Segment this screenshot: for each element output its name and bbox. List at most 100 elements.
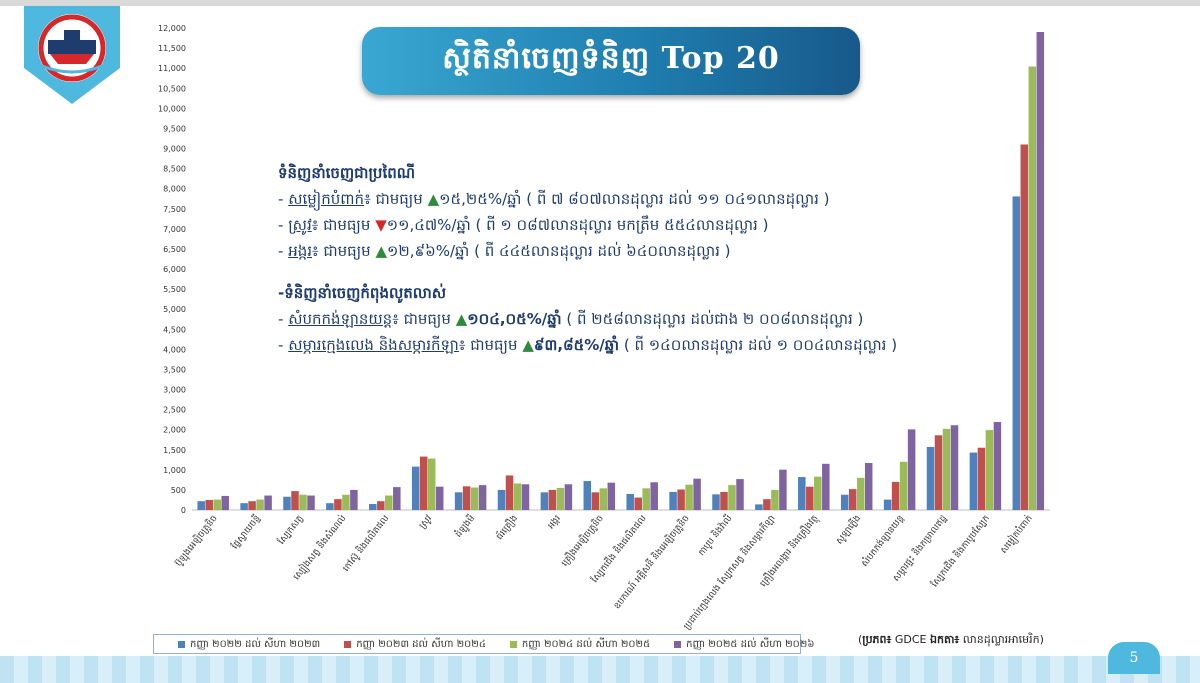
x-tick-label: ធ័រគ្រឿង	[493, 512, 520, 542]
bar	[779, 469, 787, 510]
bar	[950, 425, 959, 510]
summary-line: - សម្ភារក្មេងលេង និងសម្ភារកីឡា៖ ជាមធ្យម …	[278, 332, 938, 358]
product-name: សម្លៀកបំពាក់	[288, 190, 365, 208]
y-tick-label: 6,000	[163, 265, 186, 274]
y-tick-label: 7,000	[163, 225, 186, 234]
bar	[411, 466, 420, 510]
top-strip	[0, 0, 1200, 6]
x-tick-label: ដំឡូងមី	[452, 512, 478, 540]
line-prefix: -	[278, 216, 284, 234]
bar	[728, 485, 736, 510]
bar	[1028, 66, 1037, 510]
unit-value: លានដុល្លារអាមេរិក	[962, 633, 1040, 646]
y-tick-label: 9,000	[163, 145, 186, 154]
chart-legend: កញ្ញា ២០២២ ដល់ សីហា ២០២៣ កញ្ញា ២០២៣ ដល់ ស…	[153, 634, 814, 654]
growth-rate: ១៥,២៥%/ឆ្នាំ	[439, 190, 522, 208]
bar	[497, 489, 506, 510]
bar	[1012, 196, 1021, 511]
x-tick-label: ស្បែកសត្វ	[275, 512, 306, 546]
legend-item: កញ្ញា ២០២៤ ដល់ សីហា ២០២៥	[509, 637, 650, 652]
bar	[736, 479, 744, 510]
x-tick-label: សម្លៀកបំពាក់	[997, 512, 1035, 556]
y-tick-label: 2,000	[163, 426, 186, 435]
bar	[848, 489, 857, 510]
source-note: (ប្រភព៖ GDCE ឯកតា៖ លានដុល្លារអាមេរិក)	[858, 633, 1044, 646]
y-tick-label: 2,500	[163, 406, 186, 415]
bar	[693, 478, 701, 510]
y-tick-label: 9,500	[163, 124, 186, 133]
y-tick-label: 4,000	[163, 345, 186, 354]
bar	[283, 496, 291, 510]
y-tick-label: 7,500	[163, 205, 186, 214]
bar	[755, 504, 763, 510]
title-suffix: Top 20	[661, 41, 780, 76]
summary-line: - សម្លៀកបំពាក់៖ ជាមធ្យម ▲១៥,២៥%/ឆ្នាំ ( …	[278, 186, 938, 212]
x-tick-label: ផ្លែស្វាយចន្ទី	[229, 512, 263, 551]
bar	[435, 486, 444, 510]
bar	[891, 481, 900, 510]
y-tick-label: 5,000	[163, 305, 186, 314]
bar	[814, 476, 822, 510]
line-middle: ៖ ជាមធ្យម	[312, 242, 371, 260]
bar	[591, 492, 600, 510]
traditional-exports-list: - សម្លៀកបំពាក់៖ ជាមធ្យម ▲១៥,២៥%/ឆ្នាំ ( …	[278, 186, 938, 264]
y-tick-label: 6,500	[163, 245, 186, 254]
x-tick-label: សំបកកង់ឡានយន្ត	[858, 512, 906, 569]
bar	[505, 475, 514, 510]
bar	[798, 477, 806, 510]
line-prefix: -	[278, 310, 284, 328]
bar	[720, 491, 728, 510]
legend-swatch	[178, 640, 185, 648]
bar	[634, 497, 642, 510]
legend-swatch	[344, 640, 352, 648]
y-tick-label: 8,000	[163, 185, 186, 194]
bar	[669, 491, 677, 510]
growing-exports-list: - សំបកកង់ឡានយន្ត៖ ជាមធ្យម ▲១០៤,០៥%/ឆ្នាំ…	[278, 306, 938, 358]
x-tick-label: ស្រូវ	[418, 514, 435, 531]
bar	[540, 492, 549, 510]
bar	[626, 493, 634, 510]
legend-swatch	[674, 640, 682, 648]
y-tick-label: 11,000	[158, 64, 186, 73]
legend-swatch	[509, 640, 517, 648]
page-number: 5	[1108, 642, 1160, 674]
bar	[521, 484, 530, 510]
product-name: ស្រូវ	[288, 216, 312, 234]
bar	[548, 489, 557, 510]
x-tick-label: ប្រដាប់ក្មេងលេង ស្បែកសត្វ និងសម្ភារកីឡា	[681, 512, 778, 631]
growth-rate: ១០៤,០៥%/ឆ្នាំ	[467, 310, 562, 328]
up-arrow-icon: ▲	[427, 190, 440, 208]
bar	[197, 501, 205, 510]
up-arrow-icon: ▲	[522, 336, 534, 354]
y-tick-label: 8,500	[163, 165, 186, 174]
bar	[806, 486, 814, 510]
growth-rate: ១២,៩៦%/ឆ្នាំ	[387, 242, 470, 260]
bar	[240, 503, 248, 510]
product-name: សម្ភារក្មេងលេង និងសម្ភារកីឡា	[288, 336, 459, 354]
bar	[350, 489, 358, 510]
down-arrow-icon: ▼	[375, 216, 387, 234]
bar	[256, 499, 264, 510]
summary-line: - អង្ករ៖ ជាមធ្យម ▲១២,៩៦%/ឆ្នាំ ( ពី ៤៤៥ល…	[278, 238, 938, 264]
line-prefix: -	[278, 190, 284, 208]
bar	[564, 484, 573, 510]
y-tick-label: 0	[181, 506, 186, 515]
x-tick-label: អង្ករ	[546, 514, 563, 532]
value-range: ( ពី ៧ ៨០៧លានដុល្លារ ដល់ ១១ ០៤១លានដុល្លា…	[526, 190, 830, 208]
value-range: ( ពី ១ ០៨៧លានដុល្លារ មកត្រឹម ៥៥៤លានដុល្ល…	[475, 216, 769, 234]
bar	[642, 488, 650, 510]
y-tick-label: 10,500	[158, 84, 186, 93]
bar	[513, 483, 522, 510]
growth-rate: ១១,៤៧%/ឆ្នាំ	[386, 216, 471, 234]
value-range: ( ពី ២៥៨លានដុល្លារ ដល់ជាង ២ ០០៨លានដុល្លា…	[566, 310, 864, 328]
y-tick-label: 5,500	[163, 285, 186, 294]
legend-item: កញ្ញា ២០២២ ដល់ សីហា ២០២៣	[178, 637, 320, 652]
bar	[556, 487, 565, 510]
legend-item: កញ្ញា ២០២៥ ដល់ សីហា ២០២៦	[674, 637, 814, 652]
bar	[942, 428, 951, 510]
bar	[1020, 144, 1029, 510]
bar	[685, 484, 693, 510]
bar	[377, 501, 385, 510]
product-name: សំបកកង់ឡានយន្ត	[288, 310, 393, 328]
